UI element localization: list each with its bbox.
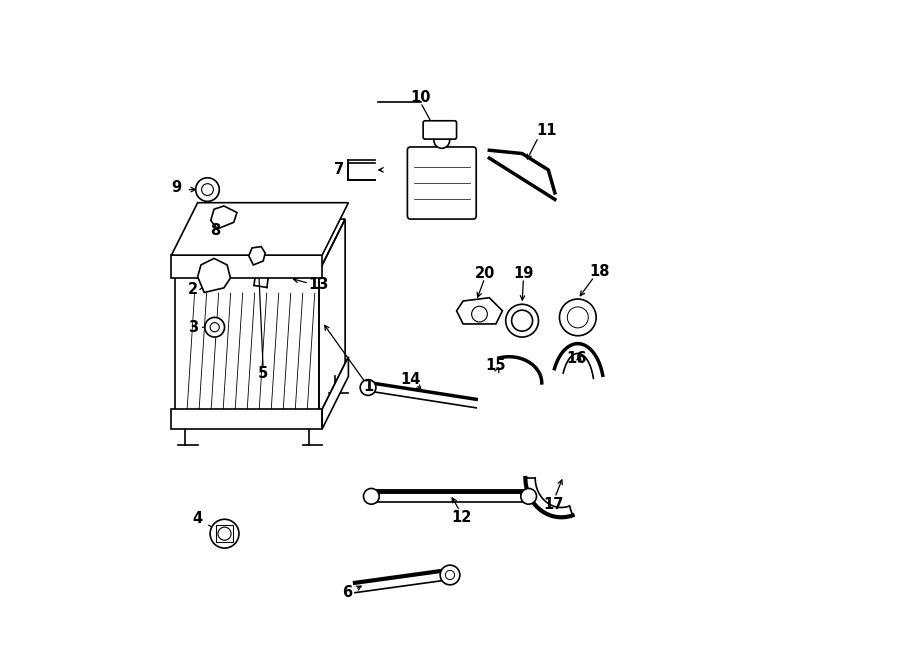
Text: 6: 6 [342,585,352,600]
Circle shape [511,310,533,331]
FancyBboxPatch shape [423,121,456,139]
Polygon shape [198,258,230,292]
Circle shape [521,488,536,504]
Text: 20: 20 [474,266,495,281]
Polygon shape [171,255,322,278]
Text: 18: 18 [590,264,609,279]
Text: 17: 17 [544,496,563,512]
Polygon shape [171,203,348,255]
Circle shape [440,565,460,585]
Polygon shape [322,357,348,429]
Circle shape [364,488,379,504]
Polygon shape [248,247,266,265]
Text: 14: 14 [400,372,421,387]
Text: 3: 3 [188,320,198,334]
Polygon shape [171,409,322,429]
Circle shape [434,133,450,148]
Circle shape [195,178,220,202]
Text: 11: 11 [536,123,557,138]
Text: 9: 9 [171,180,181,195]
Circle shape [560,299,596,336]
Text: 4: 4 [193,511,202,526]
Circle shape [472,306,488,322]
Polygon shape [211,206,237,229]
Text: 15: 15 [486,358,506,373]
Text: 8: 8 [211,223,220,238]
Text: 2: 2 [188,282,198,297]
Text: 12: 12 [452,510,472,525]
Circle shape [218,527,231,540]
Text: 10: 10 [410,91,431,105]
Circle shape [506,304,538,337]
Text: 19: 19 [513,266,534,281]
Circle shape [210,520,239,548]
FancyBboxPatch shape [408,147,476,219]
Text: 7: 7 [334,163,344,177]
Polygon shape [456,297,502,324]
Text: 16: 16 [566,350,587,366]
Text: 5: 5 [258,366,268,381]
Text: 1: 1 [363,379,374,394]
Circle shape [360,379,376,395]
Text: 13: 13 [309,277,329,292]
Circle shape [205,317,224,337]
